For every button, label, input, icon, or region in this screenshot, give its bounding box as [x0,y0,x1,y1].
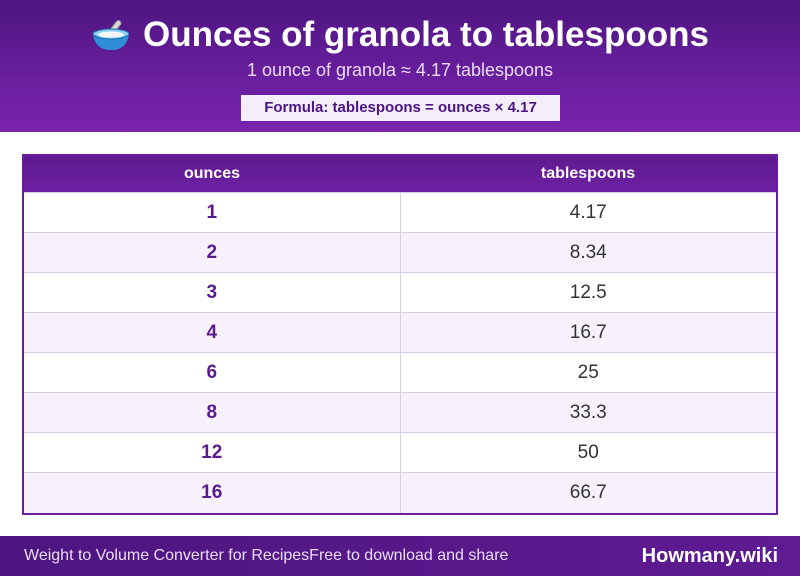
header-banner: Ounces of granola to tablespoons 1 ounce… [0,0,800,132]
table-row: 1 4.17 [24,192,776,233]
column-header-ounces: ounces [24,156,400,193]
tablespoons-cell: 50 [400,432,776,473]
tablespoons-cell: 25 [400,352,776,393]
column-header-tablespoons: tablespoons [400,156,776,193]
ounces-cell: 16 [24,472,401,513]
page-subtitle: 1 ounce of granola ≈ 4.17 tablespoons [246,60,554,80]
table-row: 12 50 [24,432,776,473]
ounces-cell: 8 [24,392,401,433]
footer-tagline: Free to download and share [309,547,509,564]
tablespoons-cell: 16.7 [400,312,776,353]
table-row: 2 8.34 [24,232,776,273]
table-row: 6 25 [24,352,776,393]
conversion-table: ounces tablespoons 1 4.17 2 8.34 3 12.5 … [22,154,778,515]
ounces-cell: 4 [24,312,401,353]
ounces-cell: 12 [24,432,401,473]
footer-text: Weight to Volume Converter for RecipesFr… [24,536,508,576]
page-title: Ounces of granola to tablespoons [143,15,709,54]
tablespoons-cell: 8.34 [400,232,776,273]
table-header-row: ounces tablespoons [24,156,776,193]
footer-bar: Weight to Volume Converter for RecipesFr… [0,536,800,576]
ounces-cell: 1 [24,192,401,233]
bowl-with-spoon-icon [91,17,131,53]
table-row: 16 66.7 [24,472,776,513]
table-row: 8 33.3 [24,392,776,433]
ounces-cell: 3 [24,272,401,313]
tablespoons-cell: 66.7 [400,472,776,513]
tablespoons-cell: 33.3 [400,392,776,433]
table-row: 3 12.5 [24,272,776,313]
brand-logo-text: Howmany.wiki [641,545,778,567]
title-row: Ounces of granola to tablespoons [0,14,800,56]
footer-app-name: Weight to Volume Converter for Recipes [24,547,310,564]
ounces-cell: 2 [24,232,401,273]
tablespoons-cell: 4.17 [400,192,776,233]
tablespoons-cell: 12.5 [400,272,776,313]
table-row: 4 16.7 [24,312,776,353]
formula-box: Formula: tablespoons = ounces × 4.17 [241,95,560,121]
ounces-cell: 6 [24,352,401,393]
